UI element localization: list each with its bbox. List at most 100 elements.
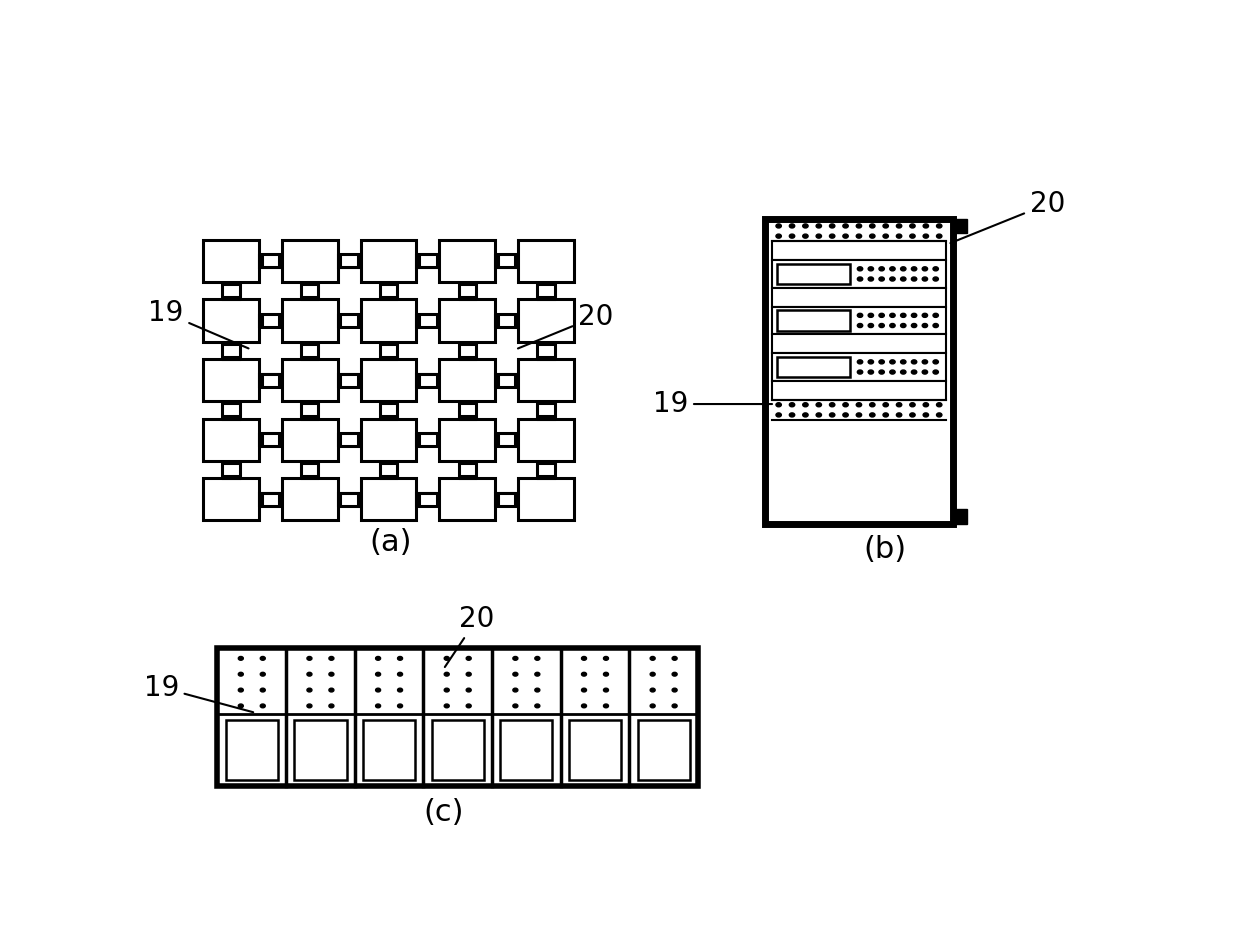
Circle shape	[816, 403, 821, 407]
Bar	[495, 494, 518, 505]
Text: 19: 19	[144, 673, 253, 712]
Bar	[432, 719, 484, 780]
Circle shape	[911, 360, 916, 363]
Circle shape	[444, 688, 449, 692]
Bar	[379, 403, 397, 416]
Bar	[341, 493, 358, 506]
Circle shape	[879, 360, 884, 363]
Circle shape	[932, 324, 939, 328]
Circle shape	[650, 688, 655, 692]
Text: 20: 20	[445, 605, 495, 667]
Circle shape	[830, 234, 835, 238]
Circle shape	[900, 324, 906, 328]
Bar	[259, 374, 281, 386]
Circle shape	[776, 224, 781, 228]
Circle shape	[376, 656, 381, 660]
Circle shape	[869, 224, 875, 228]
Bar	[341, 433, 358, 447]
Bar	[361, 418, 417, 461]
Bar	[776, 357, 849, 378]
Bar	[773, 380, 946, 399]
Bar	[361, 299, 417, 342]
Circle shape	[582, 704, 587, 708]
Bar	[337, 374, 361, 386]
Bar	[381, 282, 397, 299]
Text: 20: 20	[950, 190, 1065, 244]
Bar	[518, 299, 574, 342]
Circle shape	[857, 234, 862, 238]
Circle shape	[897, 224, 901, 228]
Circle shape	[376, 704, 381, 708]
Bar	[498, 254, 516, 267]
Circle shape	[260, 656, 265, 660]
Bar	[341, 314, 358, 327]
Bar	[637, 719, 689, 780]
Circle shape	[883, 234, 888, 238]
Circle shape	[329, 688, 334, 692]
Circle shape	[883, 403, 888, 407]
Bar	[538, 342, 554, 359]
Bar	[439, 240, 495, 282]
Bar	[222, 403, 239, 416]
Circle shape	[868, 324, 873, 328]
Bar	[459, 284, 476, 297]
Bar	[518, 479, 574, 520]
Circle shape	[923, 224, 929, 228]
Bar	[203, 299, 259, 342]
Bar	[773, 334, 946, 353]
Circle shape	[879, 277, 884, 281]
Circle shape	[513, 656, 518, 660]
Circle shape	[843, 224, 848, 228]
Circle shape	[672, 656, 677, 660]
Bar	[537, 403, 554, 416]
Bar	[262, 314, 279, 327]
Circle shape	[868, 360, 873, 363]
Circle shape	[857, 224, 862, 228]
Bar	[765, 219, 952, 524]
Circle shape	[911, 324, 916, 328]
Bar	[498, 493, 516, 506]
Bar	[341, 254, 358, 267]
Circle shape	[238, 656, 243, 660]
Circle shape	[843, 403, 848, 407]
Circle shape	[923, 413, 929, 417]
Bar	[419, 433, 436, 447]
Bar	[538, 461, 554, 479]
Bar	[500, 719, 553, 780]
Circle shape	[910, 234, 915, 238]
Circle shape	[534, 672, 539, 676]
Bar	[460, 401, 475, 418]
Bar	[417, 314, 439, 327]
Circle shape	[308, 672, 312, 676]
Bar	[419, 374, 436, 387]
Circle shape	[260, 704, 265, 708]
Bar	[417, 434, 439, 446]
Bar	[498, 314, 516, 327]
Bar	[203, 359, 259, 401]
Circle shape	[308, 704, 312, 708]
Bar	[773, 307, 946, 334]
Circle shape	[910, 224, 915, 228]
Bar	[518, 240, 574, 282]
Bar	[303, 282, 317, 299]
Circle shape	[672, 688, 677, 692]
Bar	[262, 433, 279, 447]
Bar	[439, 299, 495, 342]
Circle shape	[604, 688, 609, 692]
Bar	[281, 240, 337, 282]
Circle shape	[466, 704, 471, 708]
Bar	[294, 719, 346, 780]
Circle shape	[444, 704, 449, 708]
Circle shape	[650, 656, 655, 660]
Circle shape	[869, 234, 875, 238]
Bar	[259, 255, 281, 266]
Bar	[341, 374, 358, 387]
Bar	[459, 463, 476, 476]
Circle shape	[936, 224, 942, 228]
Bar	[381, 342, 397, 359]
Circle shape	[776, 413, 781, 417]
Bar	[773, 261, 946, 288]
Bar	[518, 359, 574, 401]
Circle shape	[897, 413, 901, 417]
Bar	[337, 434, 361, 446]
